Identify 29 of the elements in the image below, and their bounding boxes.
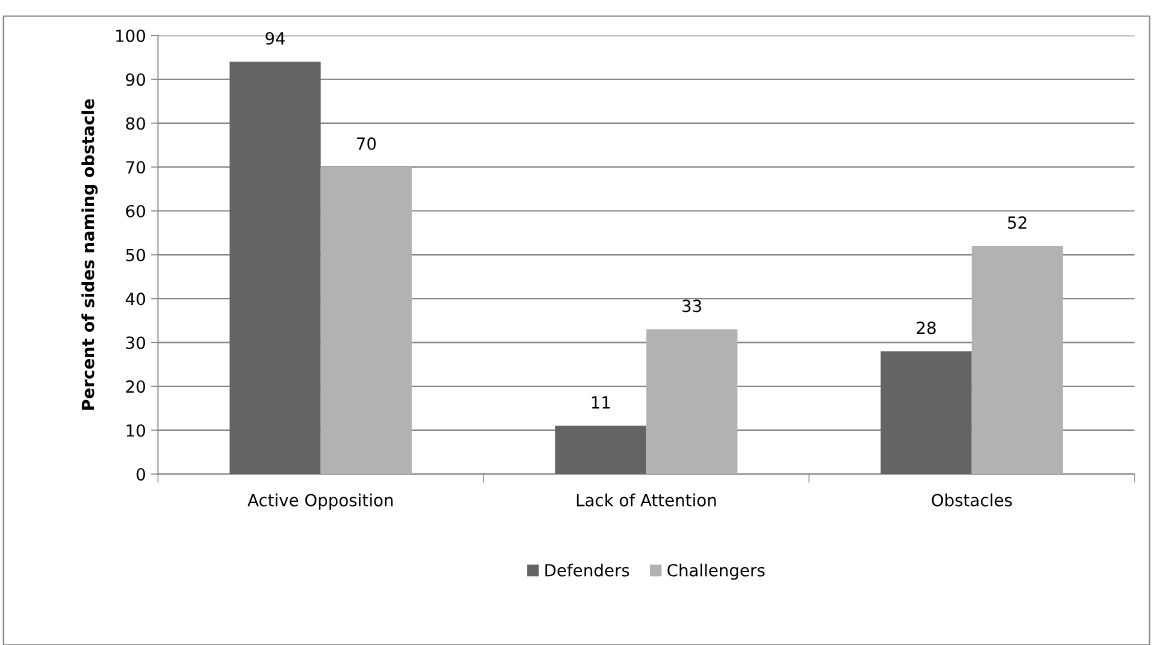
x-tick-label: Obstacles (931, 493, 1012, 507)
bar (229, 61, 321, 475)
y-axis-title: Percent of sides naming obstacle (81, 99, 98, 410)
bar (971, 246, 1063, 475)
y-tick-label: 50 (126, 248, 146, 262)
y-tick-label: 40 (125, 292, 146, 306)
data-label: 52 (1008, 216, 1027, 229)
y-tick-label: 90 (126, 73, 146, 86)
bar (320, 167, 412, 475)
legend-label: Challengers (667, 563, 765, 580)
bar (646, 329, 738, 475)
y-tick-label: 0 (136, 468, 146, 481)
x-tick-label: Lack of Attention (576, 493, 716, 507)
y-tick-label: 80 (126, 117, 146, 130)
data-label: 28 (916, 321, 936, 335)
data-label: 11 (591, 396, 610, 409)
data-label: 70 (357, 137, 376, 150)
data-label: 94 (265, 32, 285, 45)
x-tick-label: Active Opposition (247, 493, 393, 510)
data-label: 33 (682, 299, 702, 313)
y-tick-label: 100 (116, 29, 146, 43)
y-tick-label: 20 (126, 380, 146, 393)
y-tick-label: 30 (126, 336, 146, 350)
bar (880, 351, 972, 475)
legend-label: Defenders (545, 563, 630, 577)
y-tick-label: 70 (126, 161, 146, 174)
bar (555, 425, 647, 475)
y-tick-label: 60 (126, 204, 146, 218)
y-tick-label: 10 (126, 424, 146, 437)
